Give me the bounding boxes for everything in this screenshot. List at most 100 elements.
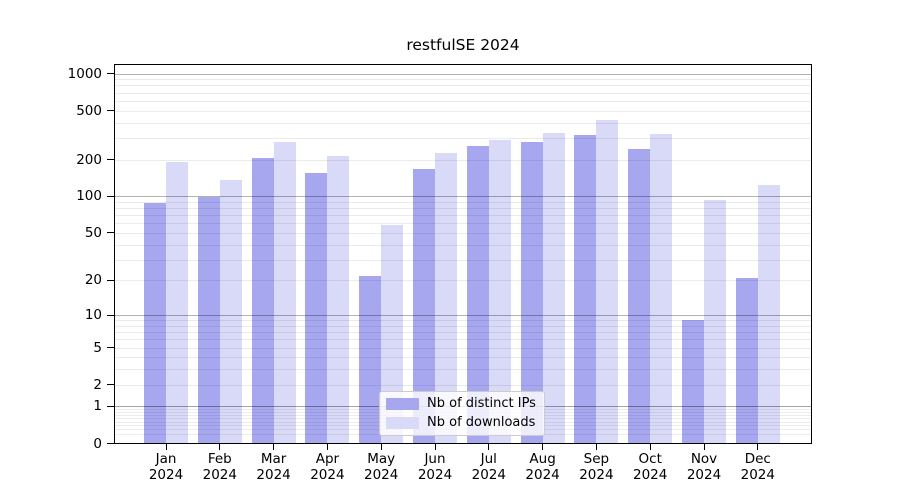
y-tick-0: [107, 443, 115, 444]
y-tick-10: [107, 314, 115, 316]
y-tick-200: [107, 159, 115, 161]
gridline-minor-8: [115, 325, 811, 327]
chart-title: restfulSE 2024: [406, 36, 520, 54]
y-tick-5: [107, 347, 115, 349]
gridline-minor-700: [115, 92, 811, 94]
y-tick-label-20: 20: [84, 272, 102, 289]
bar-downloads-jul: [488, 140, 511, 443]
gridline-minor-50: [115, 232, 811, 234]
bar-distinct-ips-jul: [466, 146, 489, 443]
legend-swatch-distinct-ips: [386, 398, 419, 410]
x-tick-may: [380, 444, 382, 450]
gridline-minor-9: [115, 320, 811, 322]
gridline-minor-500: [115, 110, 811, 112]
x-tick-aug: [542, 444, 544, 450]
y-tick-50: [107, 232, 115, 234]
x-tick-label-jul: Jul 2024: [471, 451, 506, 483]
legend-label-distinct-ips: Nb of distinct IPs: [427, 396, 536, 411]
gridline-minor-2: [115, 384, 811, 386]
bar-downloads-nov: [704, 200, 726, 443]
bar-downloads-feb: [219, 179, 242, 443]
x-tick-apr: [326, 444, 328, 450]
gridline-minor-800: [115, 85, 811, 87]
bar-distinct-ips-aug: [520, 141, 543, 443]
gridline-minor-20: [115, 280, 811, 282]
x-tick-label-may: May 2024: [364, 451, 399, 483]
y-tick-500: [107, 110, 115, 112]
legend: Nb of distinct IPs Nb of downloads: [379, 391, 545, 436]
bar-distinct-ips-jan: [144, 203, 166, 443]
y-tick-label-50: 50: [84, 224, 102, 241]
bar-downloads-sep: [596, 119, 619, 443]
y-tick-label-10: 10: [84, 307, 102, 324]
y-tick-label-1000: 1000: [67, 65, 102, 82]
bar-downloads-dec: [757, 185, 780, 443]
bar-distinct-ips-jun: [413, 168, 435, 443]
legend-label-downloads: Nb of downloads: [427, 415, 536, 430]
x-tick-jun: [434, 444, 436, 450]
gridline-minor-5: [115, 347, 811, 349]
x-tick-mar: [273, 444, 275, 450]
bar-downloads-apr: [327, 155, 350, 443]
gridline-minor-200: [115, 159, 811, 161]
gridline-major-1000: [115, 73, 811, 75]
x-tick-label-feb: Feb 2024: [202, 451, 237, 483]
x-tick-oct: [649, 444, 651, 450]
x-tick-jan: [165, 444, 167, 450]
bar-downloads-jan: [166, 162, 188, 443]
x-tick-label-dec: Dec 2024: [740, 451, 775, 483]
bar-downloads-jun: [435, 153, 457, 443]
y-tick-1000: [107, 73, 115, 75]
x-tick-label-nov: Nov 2024: [686, 451, 722, 483]
gridline-minor-4: [115, 357, 811, 359]
x-tick-jul: [488, 444, 490, 450]
bar-downloads-mar: [273, 141, 296, 443]
y-tick-label-2: 2: [93, 376, 102, 393]
x-tick-label-aug: Aug 2024: [525, 451, 560, 483]
gridline-minor-30: [115, 259, 811, 261]
gridline-minor-40: [115, 244, 811, 246]
y-tick-100: [107, 195, 115, 197]
gridline-minor-90: [115, 201, 811, 203]
bar-distinct-ips-may: [359, 275, 382, 443]
gridline-minor-70: [115, 215, 811, 217]
y-tick-1: [107, 405, 115, 407]
x-tick-label-oct: Oct 2024: [633, 451, 668, 483]
bar-distinct-ips-sep: [574, 135, 597, 443]
y-tick-label-200: 200: [76, 151, 102, 168]
y-tick-label-0: 0: [93, 435, 102, 452]
x-tick-sep: [595, 444, 597, 450]
bar-distinct-ips-oct: [628, 148, 651, 443]
gridline-minor-600: [115, 100, 811, 102]
bar-distinct-ips-dec: [735, 277, 758, 443]
gridline-minor-3: [115, 369, 811, 371]
gridline-minor-300: [115, 137, 811, 139]
legend-swatch-downloads: [386, 417, 419, 429]
y-tick-label-5: 5: [93, 339, 102, 356]
x-tick-label-apr: Apr 2024: [310, 451, 345, 483]
x-tick-label-mar: Mar 2024: [256, 451, 291, 483]
gridline-minor-900: [115, 79, 811, 81]
gridline-minor-60: [115, 223, 811, 225]
plot-area: [114, 64, 812, 444]
x-tick-label-jun: Jun 2024: [417, 451, 453, 483]
bar-downloads-aug: [542, 133, 565, 443]
gridline-minor-400: [115, 122, 811, 124]
x-tick-nov: [703, 444, 705, 450]
bar-downloads-may: [381, 225, 404, 443]
x-tick-feb: [219, 444, 221, 450]
legend-item-distinct-ips: Nb of distinct IPs: [386, 396, 538, 412]
bar-distinct-ips-feb: [197, 197, 220, 443]
gridline-major-10: [115, 315, 811, 317]
x-tick-label-jan: Jan 2024: [148, 451, 184, 483]
bar-downloads-oct: [650, 134, 673, 443]
bar-distinct-ips-nov: [682, 320, 704, 443]
gridline-minor-80: [115, 208, 811, 210]
x-tick-dec: [757, 444, 759, 450]
gridline-minor-7: [115, 332, 811, 334]
bar-distinct-ips-mar: [251, 158, 274, 443]
y-tick-label-500: 500: [76, 102, 102, 119]
y-tick-label-1: 1: [93, 398, 102, 415]
y-tick-20: [107, 279, 115, 281]
